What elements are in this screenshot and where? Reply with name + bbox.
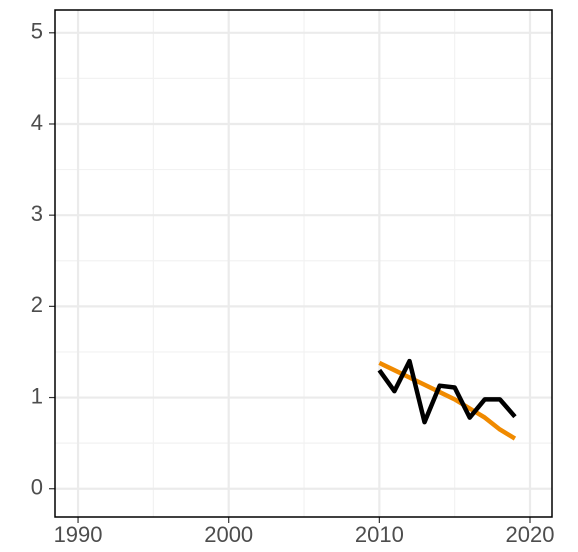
y-tick-label: 5 <box>31 19 43 44</box>
y-tick-label: 1 <box>31 383 43 408</box>
line <box>377 358 517 425</box>
y-tick-label: 0 <box>31 475 43 500</box>
y-tick-label: 2 <box>31 292 43 317</box>
x-tick-label: 2000 <box>204 522 253 547</box>
y-tick-label: 3 <box>31 201 43 226</box>
x-tick-label: 2010 <box>355 522 404 547</box>
y-tick-label: 4 <box>31 110 43 135</box>
x-tick-label: 2020 <box>506 522 555 547</box>
panel-border <box>54 9 553 518</box>
x-tick-label: 1990 <box>54 522 103 547</box>
